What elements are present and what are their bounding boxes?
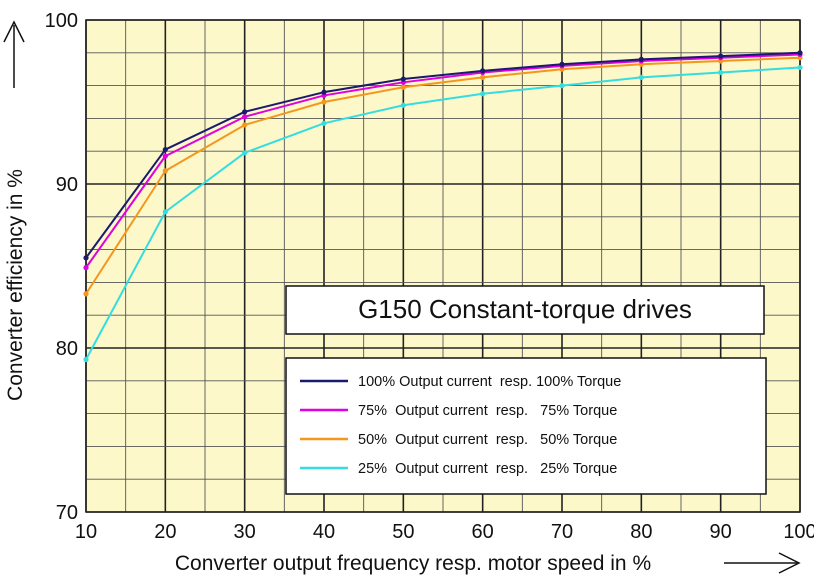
series-line — [85, 51, 801, 259]
data-point — [321, 89, 327, 95]
y-tick-label: 70 — [56, 502, 78, 524]
x-axis-arrow — [724, 552, 801, 574]
y-axis-label: Converter efficiency in % — [4, 169, 27, 401]
x-tick-label: 90 — [710, 521, 732, 543]
data-point — [321, 120, 327, 126]
y-tick-label: 80 — [56, 338, 78, 360]
data-point — [83, 291, 89, 297]
legend-label: 75% Output current resp. 75% Torque — [358, 403, 617, 419]
data-point — [83, 265, 89, 271]
data-point — [242, 122, 248, 128]
x-tick-label: 10 — [75, 521, 97, 543]
series-lines — [83, 50, 803, 363]
chart-title-box: G150 Constant-torque drives — [285, 285, 765, 335]
data-point — [162, 209, 168, 215]
data-point — [718, 53, 724, 59]
data-point — [480, 68, 486, 74]
legend-label: 25% Output current resp. 25% Torque — [358, 461, 617, 477]
y-tick-label: 100 — [45, 10, 78, 32]
data-point — [559, 83, 565, 89]
x-tick-label: 40 — [313, 521, 335, 543]
legend-items: 100% Output current resp. 100% Torque 75%… — [300, 374, 621, 477]
series-line — [85, 53, 801, 269]
data-point — [559, 61, 565, 67]
data-point — [797, 64, 803, 71]
y-axis-arrow — [3, 20, 25, 88]
data-point — [718, 69, 724, 76]
data-point — [480, 74, 486, 80]
data-point — [480, 91, 486, 97]
data-point — [242, 114, 248, 120]
x-tick-label: 20 — [154, 521, 176, 543]
data-point — [797, 50, 803, 56]
data-point — [162, 168, 168, 174]
x-tick-label: 70 — [551, 521, 573, 543]
data-point — [162, 153, 168, 159]
x-tick-label: 60 — [472, 521, 494, 543]
data-point — [400, 102, 406, 108]
x-tick-label: 80 — [630, 521, 652, 543]
legend: 100% Output current resp. 100% Torque 75%… — [285, 357, 767, 495]
data-point — [242, 150, 248, 156]
data-point — [400, 76, 406, 82]
series-line — [85, 56, 801, 295]
data-point — [638, 56, 644, 62]
x-axis-label: Converter output frequency resp. motor s… — [175, 552, 651, 575]
x-tick-label: 50 — [392, 521, 414, 543]
series-line — [85, 66, 801, 360]
chart-title: G150 Constant-torque drives — [358, 294, 692, 324]
data-point — [242, 109, 248, 115]
data-point — [638, 74, 644, 80]
x-tick-label: 30 — [234, 521, 256, 543]
data-point — [83, 255, 89, 261]
data-point — [162, 146, 168, 153]
legend-label: 100% Output current resp. 100% Torque — [358, 374, 621, 390]
data-point — [83, 356, 89, 363]
y-tick-label: 90 — [56, 174, 78, 196]
tick-labels: 10 20 30 40 50 60 70 80 90 100 70 80 90 100 — [45, 10, 814, 543]
data-point — [400, 84, 406, 90]
data-point — [321, 99, 327, 105]
legend-label: 50% Output current resp. 50% Torque — [358, 432, 617, 448]
x-tick-label: 100 — [783, 521, 814, 543]
